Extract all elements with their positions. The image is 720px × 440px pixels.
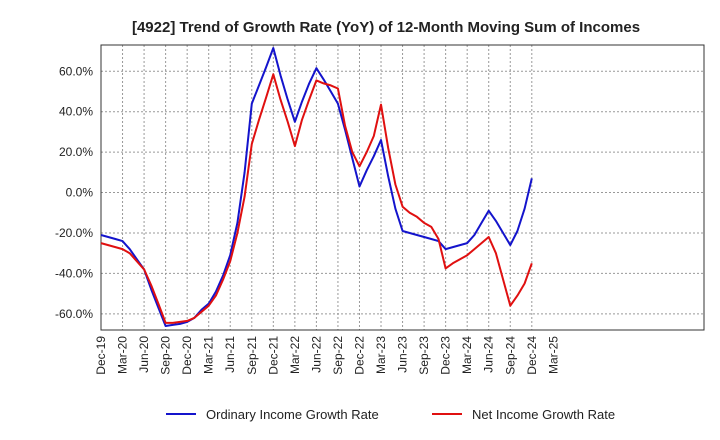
grid xyxy=(101,45,704,330)
legend-label-net-income: Net Income Growth Rate xyxy=(472,407,615,422)
x-tick-label: Jun-21 xyxy=(223,336,237,373)
x-tick-label: Mar-23 xyxy=(374,336,388,374)
series-lines xyxy=(100,47,533,327)
y-tick-label: 20.0% xyxy=(59,145,93,159)
x-tick-label: Mar-21 xyxy=(202,336,216,374)
x-tick-label: Sep-24 xyxy=(503,336,517,375)
x-tick-label: Jun-23 xyxy=(396,336,410,373)
legend: Ordinary Income Growth Rate Net Income G… xyxy=(166,407,615,422)
y-tick-label: -40.0% xyxy=(55,266,93,280)
chart-title: [4922] Trend of Growth Rate (YoY) of 12-… xyxy=(132,19,640,36)
x-tick-label: Sep-22 xyxy=(331,336,345,375)
x-axis: Dec-19 Mar-20 Jun-20 Sep-20 Dec-20 Mar-21 Jun-… xyxy=(94,336,560,375)
x-tick-label: Sep-21 xyxy=(245,336,259,375)
y-tick-label: 40.0% xyxy=(59,105,93,119)
y-tick-label: -20.0% xyxy=(55,226,93,240)
x-tick-label: Mar-25 xyxy=(546,336,560,374)
legend-label-ordinary-income: Ordinary Income Growth Rate xyxy=(206,407,379,422)
x-tick-label: Mar-22 xyxy=(288,336,302,374)
x-tick-label: Mar-20 xyxy=(116,336,130,374)
x-tick-label: Jun-20 xyxy=(137,336,151,373)
x-tick-label: Sep-23 xyxy=(417,336,431,375)
x-tick-label: Jun-24 xyxy=(482,336,496,373)
series-line-1 xyxy=(100,73,533,324)
x-tick-label: Dec-21 xyxy=(266,336,280,375)
series-line-0 xyxy=(100,47,533,327)
y-tick-label: 0.0% xyxy=(66,186,94,200)
x-tick-label: Jun-22 xyxy=(309,336,323,373)
x-tick-label: Sep-20 xyxy=(159,336,173,375)
x-tick-label: Dec-20 xyxy=(180,336,194,375)
y-tick-label: -60.0% xyxy=(55,307,93,321)
x-tick-label: Dec-24 xyxy=(525,336,539,375)
y-axis: 60.0% 40.0% 20.0% 0.0% -20.0% -40.0% -60.0% xyxy=(55,64,93,321)
x-tick-label: Mar-24 xyxy=(460,336,474,374)
x-tick-label: Dec-19 xyxy=(94,336,108,375)
plot-area-frame xyxy=(100,44,705,331)
x-tick-label: Dec-22 xyxy=(352,336,366,375)
y-tick-label: 60.0% xyxy=(59,64,93,78)
x-tick-label: Dec-23 xyxy=(439,336,453,375)
